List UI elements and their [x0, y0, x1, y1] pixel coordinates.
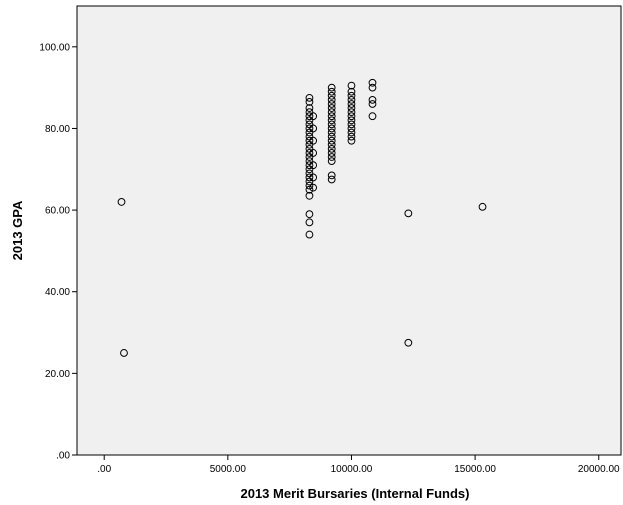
data-point — [305, 112, 314, 121]
data-point — [305, 93, 314, 102]
data-point — [305, 98, 314, 106]
data-point — [327, 132, 336, 141]
data-point — [327, 91, 336, 100]
data-point — [305, 161, 314, 170]
x-tick-label: 5000.00 — [210, 464, 247, 475]
data-point — [347, 100, 356, 108]
data-point — [347, 116, 356, 125]
x-tick-label: 15000.00 — [454, 464, 496, 475]
data-point — [347, 120, 356, 129]
y-tick-label: 80.00 — [45, 124, 70, 135]
data-point — [327, 120, 336, 129]
data-point — [327, 153, 336, 161]
data-point — [305, 149, 314, 157]
y-tick-label: 100.00 — [39, 42, 70, 53]
data-point — [327, 144, 336, 153]
data-point — [327, 87, 336, 96]
data-point — [327, 116, 336, 125]
data-point — [327, 128, 336, 137]
plot-area — [76, 5, 622, 456]
x-axis: .00 5000.00 10000.00 15000.00 20000.00 — [97, 455, 620, 475]
data-point — [347, 136, 356, 145]
data-point — [347, 104, 356, 112]
data-point — [305, 218, 314, 227]
data-point — [368, 100, 377, 108]
data-point — [305, 191, 314, 200]
y-axis-title: 2013 GPA — [10, 200, 25, 260]
data-point — [327, 83, 336, 92]
data-point — [347, 128, 356, 137]
y-tick-label: 60.00 — [45, 206, 70, 217]
data-point — [347, 132, 356, 141]
data-point — [347, 108, 356, 117]
data-point — [309, 149, 318, 157]
data-point — [309, 112, 318, 121]
data-point — [347, 81, 356, 90]
data-point — [368, 83, 377, 92]
data-point — [404, 209, 413, 218]
data-point — [327, 171, 336, 180]
data-point — [327, 175, 336, 184]
data-point — [327, 104, 336, 112]
data-point — [309, 161, 318, 170]
data-point — [327, 108, 336, 117]
data-point — [327, 112, 336, 121]
y-axis: .00 20.00 40.00 60.00 80.00 100.00 — [39, 42, 77, 462]
data-point — [309, 136, 318, 145]
data-point — [309, 183, 318, 192]
data-point — [368, 78, 377, 87]
data-point — [305, 210, 314, 219]
data-point — [309, 124, 318, 133]
data-point — [327, 124, 336, 133]
data-point — [327, 100, 336, 108]
data-point — [120, 349, 128, 357]
y-tick-label: .00 — [56, 451, 70, 462]
data-point — [305, 124, 314, 133]
data-point — [305, 185, 314, 194]
data-point — [305, 136, 314, 145]
x-tick-label: 20000.00 — [578, 464, 620, 475]
data-point — [327, 95, 336, 104]
data-point — [305, 181, 314, 190]
data-point — [347, 95, 356, 104]
data-point — [305, 230, 314, 239]
data-point — [327, 136, 336, 145]
x-tick-label: .00 — [97, 464, 111, 475]
data-point — [327, 140, 336, 149]
data-point — [327, 149, 336, 157]
data-point — [347, 112, 356, 121]
data-point — [305, 104, 314, 112]
y-tick-label: 20.00 — [45, 369, 70, 380]
data-points — [117, 78, 487, 357]
data-point — [347, 87, 356, 96]
data-point — [327, 157, 336, 166]
data-point — [305, 173, 314, 182]
data-point — [368, 95, 377, 104]
data-point — [347, 124, 356, 133]
data-point — [117, 198, 126, 206]
data-point — [404, 338, 413, 347]
x-axis-title: 2013 Merit Bursaries (Internal Funds) — [240, 486, 469, 501]
data-point — [347, 91, 356, 100]
y-tick-label: 40.00 — [45, 287, 70, 298]
x-tick-label: 10000.00 — [331, 464, 373, 475]
data-point — [478, 202, 487, 211]
data-point — [309, 173, 318, 182]
data-point — [368, 112, 377, 121]
